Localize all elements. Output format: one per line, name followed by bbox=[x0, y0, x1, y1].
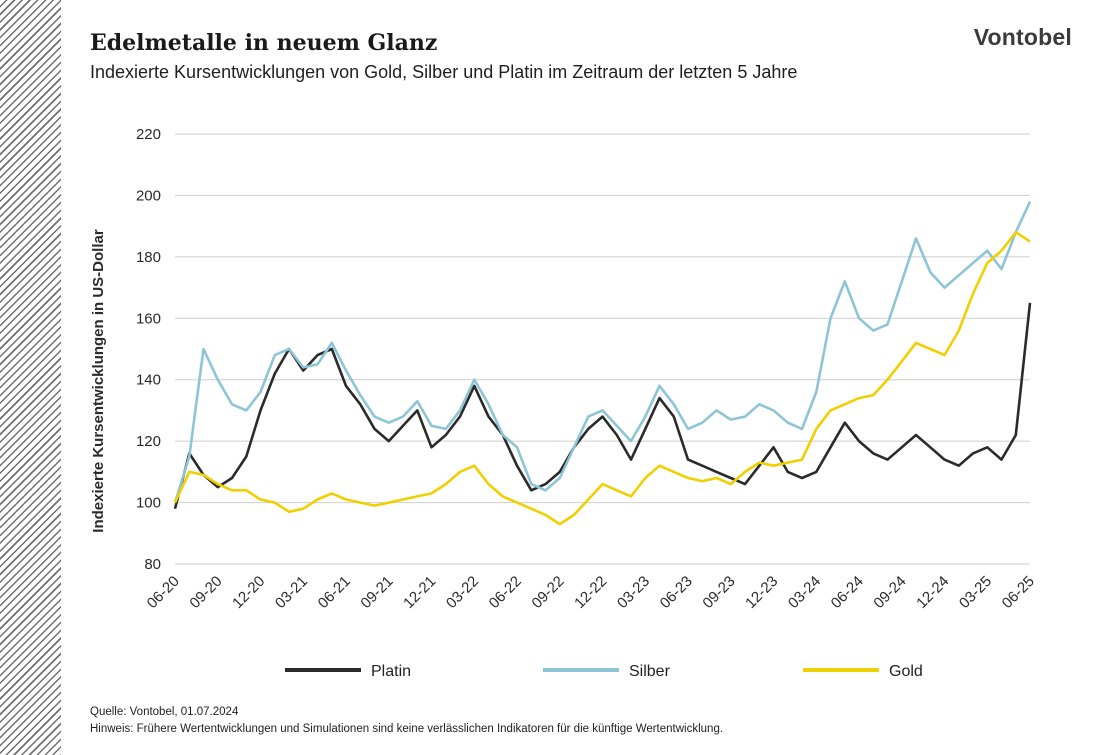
y-tick-label: 120 bbox=[136, 433, 161, 450]
x-tick-label: 06-23 bbox=[657, 573, 696, 612]
brand-logo: Vontobel bbox=[973, 24, 1072, 50]
x-tick-labels: 06-20 09-20 12-20 03-21 06-21 09-21 12-21 03-22… bbox=[144, 573, 1038, 612]
y-tick-label: 200 bbox=[136, 187, 161, 204]
series-line-platin bbox=[173, 302, 1032, 510]
x-tick-label: 03-25 bbox=[956, 573, 995, 612]
chart-subtitle: Indexierte Kursentwicklungen von Gold, S… bbox=[90, 62, 798, 82]
y-tick-label: 140 bbox=[136, 372, 161, 389]
legend: Platin Silber Gold bbox=[285, 663, 923, 680]
gridlines bbox=[175, 133, 1030, 565]
x-tick-label: 12-23 bbox=[742, 573, 781, 612]
x-tick-label: 06-20 bbox=[144, 573, 183, 612]
x-tick-label: 03-22 bbox=[443, 573, 482, 612]
legend-label: Silber bbox=[629, 663, 671, 680]
x-tick-label: 06-22 bbox=[486, 573, 525, 612]
x-tick-label: 03-23 bbox=[614, 573, 653, 612]
legend-label: Gold bbox=[889, 663, 923, 680]
series-line-silber bbox=[173, 201, 1032, 503]
series-lines bbox=[173, 201, 1032, 526]
y-tick-label: 100 bbox=[136, 495, 161, 512]
x-tick-label: 06-21 bbox=[315, 573, 354, 612]
x-tick-label: 12-24 bbox=[913, 573, 952, 612]
legend-label: Platin bbox=[371, 663, 411, 680]
x-tick-label: 03-24 bbox=[785, 573, 824, 612]
y-tick-label: 180 bbox=[136, 249, 161, 266]
chart-title: Edelmetalle in neuem Glanz bbox=[90, 30, 438, 56]
x-tick-label: 09-20 bbox=[186, 573, 225, 612]
x-tick-label: 12-21 bbox=[400, 573, 439, 612]
series-line-gold bbox=[173, 231, 1031, 526]
x-tick-label: 06-24 bbox=[828, 573, 867, 612]
y-tick-label: 80 bbox=[144, 556, 161, 573]
y-axis-label: Indexierte Kursentwicklungen in US-Dolla… bbox=[90, 229, 107, 533]
x-tick-label: 12-22 bbox=[571, 573, 610, 612]
hatched-edge-decoration bbox=[0, 0, 61, 755]
disclaimer-note: Hinweis: Frühere Wertentwicklungen und S… bbox=[90, 723, 724, 735]
y-tick-labels: 80 100 120 140 160 180 200 220 bbox=[136, 126, 161, 573]
x-tick-label: 12-20 bbox=[229, 573, 268, 612]
x-tick-label: 09-21 bbox=[357, 573, 396, 612]
source-note: Quelle: Vontobel, 01.07.2024 bbox=[90, 706, 239, 718]
x-tick-label: 09-24 bbox=[870, 573, 909, 612]
x-tick-label: 09-23 bbox=[699, 573, 738, 612]
x-tick-label: 09-22 bbox=[528, 573, 567, 612]
x-tick-label: 03-21 bbox=[272, 573, 311, 612]
x-tick-label: 06-25 bbox=[999, 573, 1038, 612]
y-tick-label: 220 bbox=[136, 126, 161, 143]
y-tick-label: 160 bbox=[136, 310, 161, 327]
